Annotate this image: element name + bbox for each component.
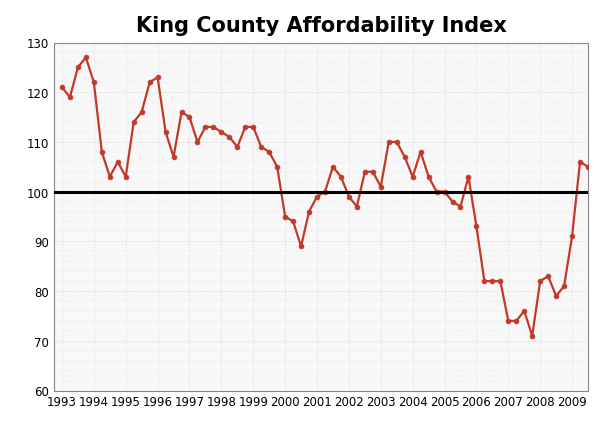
- Title: King County Affordability Index: King County Affordability Index: [136, 16, 506, 36]
